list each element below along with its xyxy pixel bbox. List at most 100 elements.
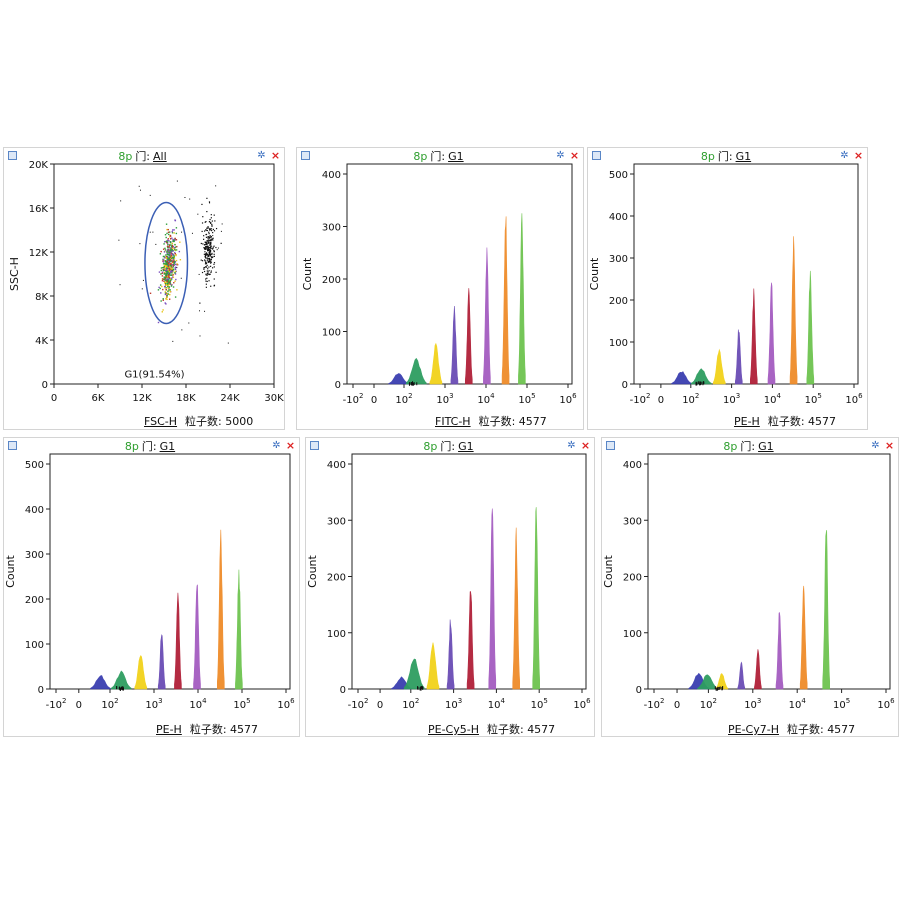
gate-name[interactable]: G1	[448, 150, 464, 163]
gate-name[interactable]: All	[153, 150, 167, 163]
gate-name[interactable]: G1	[159, 440, 176, 453]
scatter-point	[158, 271, 161, 273]
scatter-point	[175, 264, 178, 266]
gate-name[interactable]: G1	[735, 150, 752, 163]
scatter-point	[171, 266, 173, 269]
scatter-point	[163, 278, 165, 280]
x-tick-label: 105	[518, 392, 535, 406]
y-tick-label: 400	[327, 460, 346, 471]
scatter-point	[213, 262, 216, 264]
scatter-point	[166, 265, 169, 267]
scatter-point	[167, 233, 170, 236]
plot-frame	[53, 163, 275, 385]
scatter-point	[203, 267, 205, 269]
scatter-point	[209, 259, 211, 261]
panel-name: 8p	[423, 440, 438, 453]
histogram-peak	[216, 529, 225, 690]
scatter-point	[166, 280, 169, 283]
scatter-point	[209, 244, 211, 246]
scatter-point	[204, 257, 207, 259]
scatter-point	[168, 264, 170, 267]
scatter-point	[203, 253, 205, 255]
scatter-point	[171, 268, 173, 271]
histogram-peak	[235, 569, 243, 690]
scatter-panel-fsc-ssc: 8p 门: All ✲ × FSC-H 粒子数: 5000 SSC-H 0 6K 12K 18K 24K…	[3, 147, 285, 430]
scatter-point	[170, 279, 172, 282]
y-tick-label: 16K	[29, 204, 49, 215]
window-icon[interactable]	[592, 151, 601, 160]
close-icon[interactable]: ×	[884, 439, 895, 452]
scatter-point	[149, 194, 151, 196]
scatter-point	[213, 266, 215, 268]
scatter-point	[203, 270, 206, 273]
scatter-point	[167, 246, 169, 249]
gate-name[interactable]: G1	[758, 440, 774, 453]
scatter-point	[166, 228, 168, 231]
scatter-point	[169, 259, 171, 261]
scatter-point	[164, 279, 166, 281]
gear-icon[interactable]: ✲	[840, 150, 849, 161]
scatter-point	[172, 253, 174, 256]
close-icon[interactable]: ×	[285, 439, 296, 452]
scatter-point	[165, 257, 168, 259]
scatter-point	[203, 247, 206, 250]
scatter-point	[168, 257, 170, 259]
scatter-point	[166, 276, 169, 278]
scatter-point	[157, 289, 160, 291]
gate-ellipse[interactable]	[144, 201, 189, 325]
window-icon[interactable]	[310, 441, 319, 450]
gate-name[interactable]: G1	[458, 440, 474, 453]
scatter-point	[212, 256, 214, 258]
scatter-point	[139, 189, 141, 191]
histogram-peak	[690, 368, 712, 385]
y-tick-label: 0	[42, 380, 48, 391]
scatter-point	[171, 264, 174, 266]
scatter-point	[215, 185, 217, 187]
histogram-peak	[715, 673, 729, 690]
scatter-point	[163, 251, 166, 253]
noise-mark	[119, 687, 121, 691]
scatter-point	[209, 235, 211, 237]
scatter-point	[165, 292, 167, 294]
scatter-point	[204, 310, 206, 312]
gear-icon[interactable]: ✲	[272, 440, 281, 451]
window-icon[interactable]	[8, 441, 17, 450]
gear-icon[interactable]: ✲	[871, 440, 880, 451]
scatter-point	[172, 248, 174, 250]
window-icon[interactable]	[606, 441, 615, 450]
close-icon[interactable]: ×	[270, 149, 281, 162]
scatter-point	[166, 294, 168, 297]
scatter-point	[167, 250, 169, 252]
y-axis-label: Count	[588, 257, 601, 290]
gear-icon[interactable]: ✲	[257, 150, 266, 161]
scatter-point	[166, 298, 168, 301]
window-icon[interactable]	[8, 151, 17, 160]
scatter-point	[169, 241, 172, 243]
scatter-point	[165, 284, 168, 286]
close-icon[interactable]: ×	[580, 439, 591, 452]
scatter-point	[172, 238, 174, 241]
panel-name: 8p	[413, 150, 428, 163]
gear-icon[interactable]: ✲	[556, 150, 565, 161]
close-icon[interactable]: ×	[853, 149, 864, 162]
scatter-point	[171, 260, 173, 262]
scatter-point	[174, 237, 176, 240]
scatter-point	[199, 302, 201, 304]
scatter-point	[206, 264, 208, 266]
y-tick-label: 200	[327, 573, 346, 584]
scatter-point	[207, 227, 209, 229]
scatter-point	[169, 255, 171, 257]
window-icon[interactable]	[301, 151, 310, 160]
scatter-point	[206, 274, 208, 276]
scatter-point	[152, 231, 154, 233]
scatter-point	[207, 241, 209, 243]
scatter-point	[175, 254, 177, 257]
scatter-point	[170, 278, 172, 280]
scatter-point	[165, 223, 168, 225]
close-icon[interactable]: ×	[569, 149, 580, 162]
gear-icon[interactable]: ✲	[567, 440, 576, 451]
scatter-point	[175, 232, 178, 235]
scatter-point	[171, 244, 174, 247]
